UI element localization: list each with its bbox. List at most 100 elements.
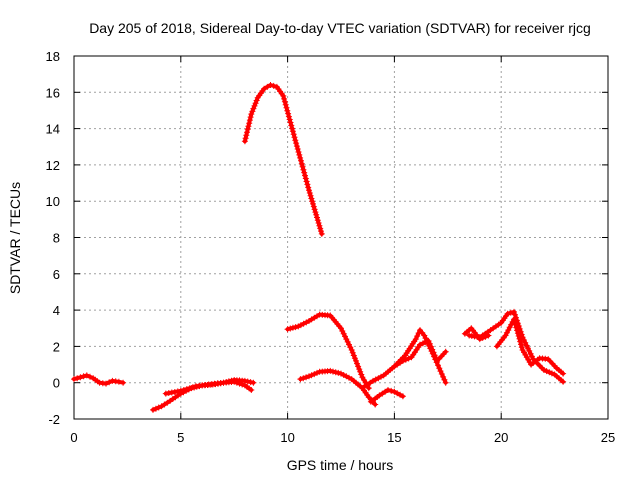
data-point (428, 343, 434, 350)
data-point (150, 406, 156, 413)
data-point (292, 324, 299, 331)
data-point (305, 184, 312, 191)
data-point (426, 340, 433, 347)
data-point (522, 339, 529, 346)
data-point (285, 110, 292, 117)
data-point (560, 378, 567, 385)
data-point (286, 116, 293, 123)
data-point (307, 192, 314, 199)
data-point (242, 135, 249, 142)
data-point (346, 341, 352, 348)
data-point (442, 348, 449, 355)
data-point (417, 341, 423, 348)
data-point (402, 356, 409, 363)
data-point (309, 198, 316, 205)
data-point (431, 352, 438, 359)
data-point (520, 337, 527, 343)
series-arc-12 (461, 325, 492, 343)
data-point (517, 338, 524, 345)
x-tick-label: 20 (494, 430, 508, 445)
data-point (162, 390, 169, 397)
data-point (284, 107, 291, 114)
data-point (332, 369, 339, 376)
data-point (303, 178, 310, 185)
data-point (523, 342, 530, 349)
data-point (290, 131, 297, 138)
data-point (343, 373, 350, 380)
data-point (330, 368, 336, 375)
data-point (74, 375, 81, 382)
data-point (314, 217, 321, 224)
y-tick-label: 16 (46, 85, 60, 100)
data-point (300, 320, 307, 327)
data-point (293, 143, 300, 150)
x-axis-label: GPS time / hours (287, 457, 394, 473)
data-point (152, 405, 159, 412)
data-point (297, 154, 304, 161)
series-arc-10 (466, 308, 567, 385)
data-point (511, 319, 518, 325)
data-point (225, 378, 232, 385)
data-point (372, 401, 379, 408)
data-point (518, 344, 525, 351)
data-point (511, 316, 517, 323)
data-point (297, 322, 304, 329)
x-tick-label: 5 (177, 430, 184, 445)
data-point (441, 376, 448, 383)
data-point (528, 353, 535, 360)
data-point (440, 373, 447, 380)
data-point (247, 379, 254, 386)
data-point (248, 111, 255, 118)
data-point (293, 140, 300, 147)
data-point (244, 126, 251, 133)
data-point (180, 387, 187, 393)
data-point (261, 85, 268, 92)
series-arc-5 (284, 311, 372, 392)
data-point (297, 376, 304, 383)
data-point (526, 347, 533, 354)
data-point (295, 323, 302, 330)
y-tick-label: 6 (53, 267, 60, 282)
data-point (267, 82, 274, 88)
data-point (344, 338, 351, 345)
data-point (378, 373, 384, 380)
data-point (485, 332, 492, 339)
data-point (186, 385, 193, 392)
data-point (306, 187, 312, 194)
series-arc-6 (297, 367, 379, 408)
data-point (399, 357, 406, 364)
data-point (312, 209, 319, 216)
series-arc-11 (493, 316, 567, 377)
data-point (252, 100, 259, 107)
data-point (527, 350, 534, 357)
data-point (244, 378, 251, 385)
data-point (246, 117, 253, 124)
data-point (399, 393, 406, 400)
data-point (189, 384, 196, 391)
data-point (220, 379, 227, 386)
data-point (270, 82, 277, 89)
data-point (311, 206, 318, 213)
data-point (356, 366, 363, 373)
data-point (370, 377, 376, 384)
data-point (318, 230, 325, 237)
data-point (253, 97, 260, 104)
data-point (351, 355, 358, 362)
data-point (281, 98, 288, 105)
data-point (512, 321, 519, 328)
data-points (71, 82, 567, 413)
data-point (540, 367, 547, 373)
data-point (512, 311, 518, 318)
data-point (375, 375, 382, 382)
data-point (287, 325, 294, 332)
data-point (291, 134, 298, 141)
data-point (294, 146, 301, 152)
data-point (241, 138, 248, 145)
data-point (289, 128, 296, 135)
data-point (318, 228, 324, 235)
data-point (503, 329, 510, 336)
data-point (432, 355, 439, 362)
data-point (246, 120, 253, 127)
